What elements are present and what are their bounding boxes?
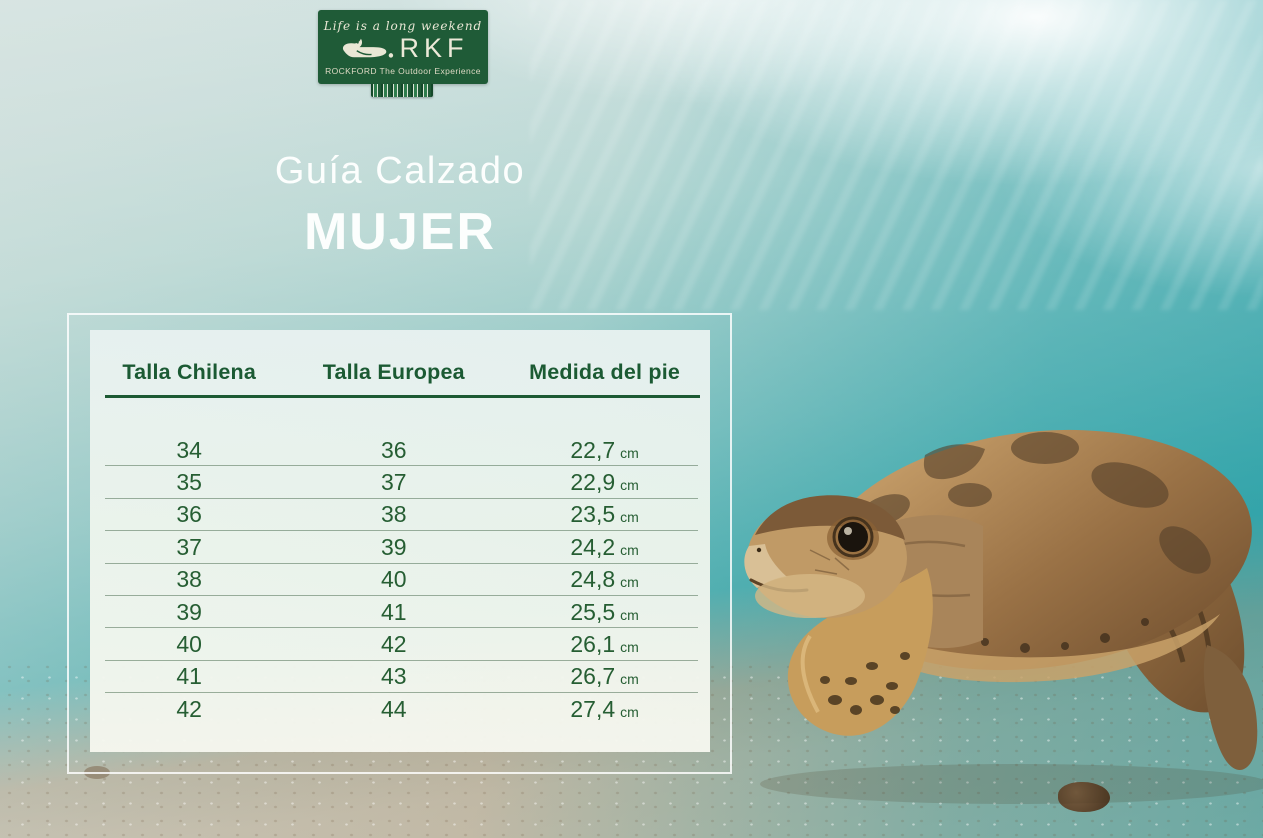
brand-subtitle: ROCKFORD The Outdoor Experience (325, 65, 481, 76)
european-size-cell: 44 (380, 695, 407, 722)
chilean-size-cell: 35 (176, 469, 202, 496)
table-row: 37 39 24,2 cm (90, 531, 710, 564)
brand-logo: Life is a long weekend RKF ROCKFORD The … (318, 10, 488, 84)
chilean-size-cell: 34 (176, 436, 202, 463)
table-row: 40 42 26,1 cm (90, 628, 710, 662)
unit-label: cm (620, 639, 639, 656)
header-medida-del-pie: Medida del pie (529, 360, 681, 384)
table-row: 38 40 24,8 cm (90, 564, 710, 597)
header-underline (105, 395, 700, 398)
foot-measure-cell: 23,5 cm (499, 501, 710, 528)
unit-label: cm (620, 671, 639, 688)
water-surface-highlights (530, 0, 1263, 310)
table-row: 36 38 23,5 cm (90, 499, 710, 532)
foot-measure-value: 22,7 (570, 436, 616, 463)
foot-measure-value: 26,1 (570, 631, 616, 658)
table-row: 41 43 26,7 cm (90, 661, 710, 694)
header-talla-chilena: Talla Chilena (122, 360, 257, 384)
european-size-cell: 38 (380, 501, 407, 528)
foot-measure-value: 27,4 (570, 695, 616, 722)
european-size-cell: 40 (380, 566, 407, 593)
brand-ribbon (371, 84, 433, 97)
brand-tagline: Life is a long weekend (323, 18, 483, 33)
foot-measure-cell: 25,5 cm (499, 599, 710, 626)
chilean-size-cell: 38 (176, 566, 202, 593)
european-size-cell: 41 (380, 598, 407, 625)
foot-measure-cell: 26,1 cm (499, 631, 710, 658)
unit-label: cm (620, 574, 639, 591)
unit-label: cm (620, 444, 639, 461)
european-size-cell: 43 (380, 663, 407, 690)
chilean-size-cell: 42 (176, 695, 202, 722)
table-row: 35 37 22,9 cm (90, 466, 710, 500)
european-size-cell: 37 (380, 469, 407, 496)
european-size-cell: 42 (380, 631, 407, 658)
european-size-cell: 36 (380, 436, 407, 463)
header-talla-europea: Talla Europea (322, 360, 465, 384)
chilean-size-cell: 37 (176, 533, 202, 560)
chilean-size-cell: 41 (176, 663, 202, 690)
foot-measure-value: 25,5 (570, 598, 616, 625)
table-row: 34 36 22,7 cm (90, 434, 710, 467)
size-guide-frame (67, 313, 732, 774)
foot-measure-cell: 22,7 cm (499, 437, 710, 464)
unit-label: cm (620, 541, 639, 558)
foot-measure-value: 23,5 (570, 501, 616, 528)
foot-measure-value: 24,8 (570, 566, 616, 593)
duck-icon (342, 38, 393, 58)
foot-measure-value: 26,7 (570, 663, 616, 690)
foot-measure-cell: 26,7 cm (499, 663, 710, 690)
foot-measure-cell: 24,8 cm (499, 566, 710, 593)
table-row: 42 44 27,4 cm (90, 693, 710, 725)
unit-label: cm (620, 509, 639, 526)
rock (1058, 782, 1110, 812)
chilean-size-cell: 40 (176, 631, 202, 658)
chilean-size-cell: 39 (176, 598, 202, 625)
unit-label: cm (620, 477, 639, 494)
sea-turtle-icon (744, 429, 1263, 804)
unit-label: cm (620, 606, 639, 623)
title-line-1: Guía Calzado (274, 150, 526, 192)
foot-measure-cell: 24,2 cm (499, 534, 710, 561)
foot-measure-cell: 27,4 cm (499, 696, 710, 723)
size-guide-panel: Talla Chilena Talla Europea Medida del p… (90, 330, 710, 752)
chilean-size-cell: 36 (176, 501, 202, 528)
brand-logo-row: RKF (338, 32, 469, 63)
foot-measure-value: 24,2 (570, 533, 616, 560)
table-row: 39 41 25,5 cm (90, 596, 710, 629)
european-size-cell: 39 (380, 533, 407, 560)
table-header-row: Talla Chilena Talla Europea Medida del p… (90, 360, 710, 385)
foot-measure-cell: 22,9 cm (499, 469, 710, 496)
brand-name: RKF (399, 32, 469, 63)
foot-measure-value: 22,9 (570, 469, 616, 496)
size-table-body: 34 36 22,7 cm 35 37 22,9 cm 36 38 2 (90, 434, 710, 726)
unit-label: cm (620, 703, 639, 720)
title-line-2: MUJER (303, 203, 497, 261)
page-title: Guía Calzado MUJER (150, 150, 650, 262)
